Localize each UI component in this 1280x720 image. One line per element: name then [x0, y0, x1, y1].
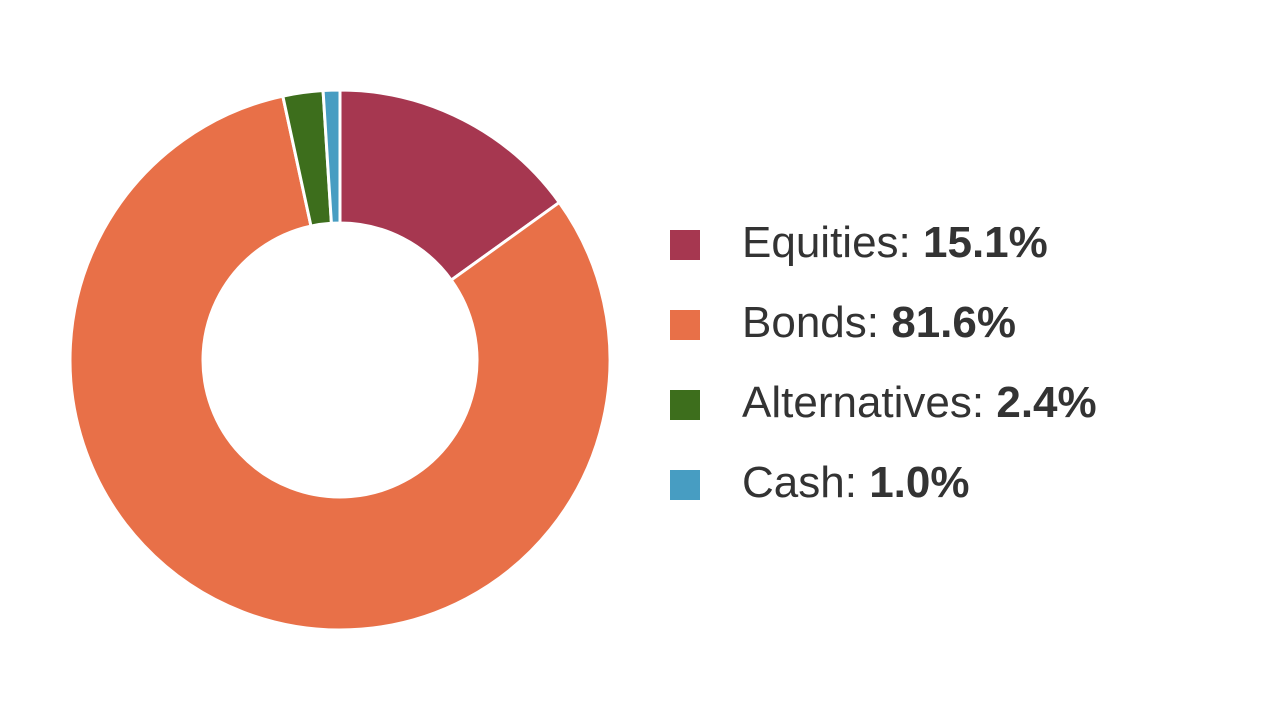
legend-value: 1.0% [869, 458, 969, 507]
legend-entry: Bonds: 81.6% [742, 298, 1016, 347]
legend-value: 2.4% [996, 378, 1096, 427]
legend-entry: Equities: 15.1% [742, 218, 1048, 267]
donut-slice [338, 88, 562, 283]
legend-label: Cash: [742, 458, 857, 507]
legend-swatch [670, 230, 700, 260]
legend-swatch [670, 310, 700, 340]
legend-value: 15.1% [923, 218, 1048, 267]
legend-swatch [670, 390, 700, 420]
legend-label: Bonds: [742, 298, 879, 347]
donut-slice [68, 94, 612, 632]
donut-slice [321, 88, 342, 225]
legend-swatch [670, 470, 700, 500]
legend-entry: Alternatives: 2.4% [742, 378, 1097, 427]
legend-label: Alternatives: [742, 378, 984, 427]
legend-entry: Cash: 1.0% [742, 458, 969, 507]
legend-value: 81.6% [891, 298, 1016, 347]
legend-label: Equities: [742, 218, 911, 267]
